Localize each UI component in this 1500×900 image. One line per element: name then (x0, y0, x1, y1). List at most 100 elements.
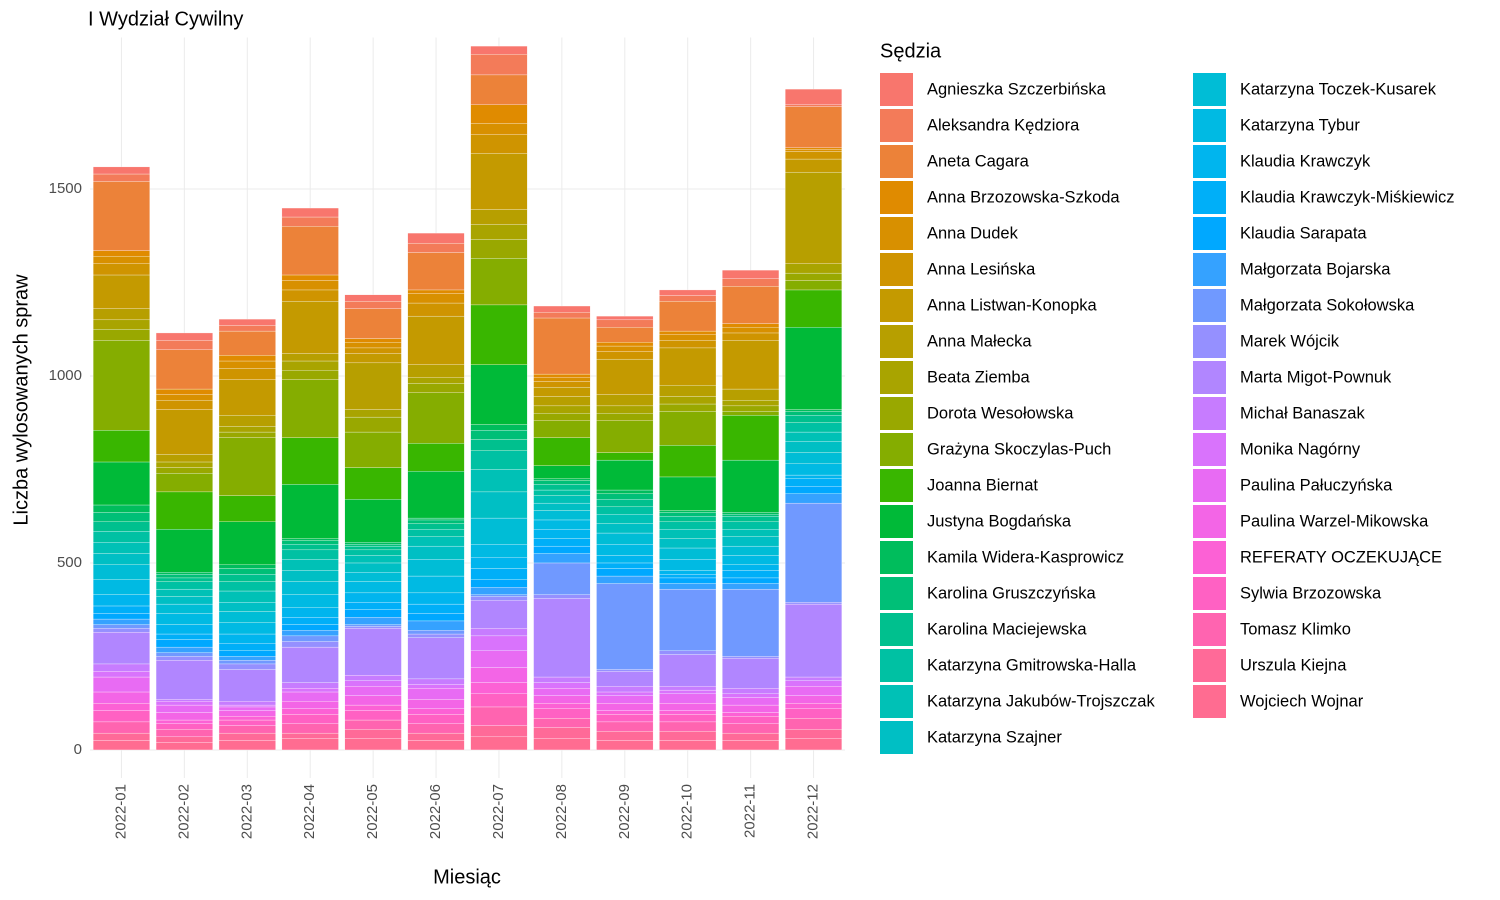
bar-segment (218, 368, 276, 380)
bar-segment (470, 600, 528, 629)
bar-segment (407, 383, 465, 393)
bar-segment (533, 478, 591, 481)
legend-label: REFERATY OCZEKUJĄCE (1240, 548, 1442, 566)
bar-segment (218, 611, 276, 623)
bar-segment (596, 555, 654, 564)
bar-segment (407, 315, 465, 365)
bar-segment (470, 650, 528, 668)
bar-segment (659, 703, 717, 711)
bar-segment (407, 714, 465, 724)
bar-segment (344, 353, 402, 364)
bar-segment (155, 704, 213, 713)
bar-segment (344, 409, 402, 418)
bar-segment (722, 459, 780, 513)
bar-segment (407, 289, 465, 294)
legend-swatch (1193, 253, 1226, 286)
bar-segment (281, 226, 339, 276)
bar-segment (281, 594, 339, 608)
bar-segment (659, 512, 717, 517)
bar-segment (344, 719, 402, 730)
bar-segment (281, 274, 339, 281)
bar-segment (344, 555, 402, 564)
bar-segment (596, 327, 654, 343)
bar-segment (407, 377, 465, 384)
bar-segment (344, 338, 402, 343)
bar-segment (785, 88, 843, 105)
legend-label: Joanna Biernat (927, 476, 1038, 494)
x-tick-label: 2022-11 (742, 784, 759, 838)
bar-segment (218, 415, 276, 427)
bar-segment (659, 559, 717, 571)
bar-segment (92, 613, 150, 620)
bar-segment (659, 334, 717, 341)
bar-segment (596, 562, 654, 569)
bar-segment (281, 437, 339, 485)
bar-segment (344, 544, 402, 547)
bar-segment (344, 680, 402, 687)
bar-segment (596, 319, 654, 328)
bar-segment (722, 588, 780, 657)
bar-segment (596, 583, 654, 670)
bar-segment (785, 104, 843, 107)
bar-segment (596, 703, 654, 711)
bar-segment (344, 617, 402, 625)
bar-segment (722, 570, 780, 579)
legend-swatch (880, 721, 913, 754)
legend-label: Karolina Gruszczyńska (927, 584, 1097, 602)
bar-segment (470, 517, 528, 545)
bar-segment (785, 289, 843, 328)
bar-segment (218, 437, 276, 496)
bar-segment (722, 269, 780, 279)
legend-label: Anna Listwan-Konopka (927, 296, 1098, 314)
bar-segment (785, 441, 843, 453)
bar-segment (785, 280, 843, 291)
bar-segment (596, 691, 654, 696)
bar-segment (533, 420, 591, 438)
legend-swatch (880, 577, 913, 610)
legend-label: Klaudia Krawczyk-Miśkiewicz (1240, 188, 1455, 206)
legend-swatch (1193, 145, 1226, 178)
legend-swatch (1193, 397, 1226, 430)
bar-segment (92, 594, 150, 607)
x-tick-label: 2022-04 (301, 784, 318, 839)
x-tick-label: 2022-02 (175, 784, 192, 839)
bar-segment (596, 420, 654, 453)
bar-segment (785, 149, 843, 152)
bar-segment (785, 686, 843, 696)
bar-segment (92, 553, 150, 565)
bar-segment (407, 633, 465, 638)
bar-segment (659, 689, 717, 695)
legend-label: Tomasz Klimko (1240, 620, 1351, 638)
legend-swatch (1193, 361, 1226, 394)
bar-segment (533, 553, 591, 564)
bar-segment (533, 387, 591, 397)
bar-segment (155, 577, 213, 582)
legend-swatch (1193, 181, 1226, 214)
bar-segment (785, 474, 843, 479)
bar-segment (155, 624, 213, 635)
bar-segment (722, 564, 780, 571)
bar-segment (470, 209, 528, 225)
bar-segment (218, 706, 276, 711)
bar-segment (92, 263, 150, 276)
bar-segment (281, 544, 339, 551)
bar-segment (785, 431, 843, 442)
bar-segment (722, 278, 780, 287)
legend-swatch (880, 433, 913, 466)
bar-segment (218, 590, 276, 603)
bar-segment (785, 676, 843, 681)
bar-segment (659, 588, 717, 651)
bar-segment (533, 510, 591, 521)
bar-segment (92, 624, 150, 629)
bar-segment (218, 355, 276, 362)
legend-swatch (880, 505, 913, 538)
bar-segment (218, 710, 276, 717)
bar-segment (218, 564, 276, 569)
bar-segment (533, 413, 591, 421)
legend-swatch (880, 325, 913, 358)
bar-segment (722, 656, 780, 659)
legend-swatch (880, 361, 913, 394)
bar-segment (407, 302, 465, 317)
bar-segment (722, 536, 780, 547)
bar-segment (470, 430, 528, 440)
